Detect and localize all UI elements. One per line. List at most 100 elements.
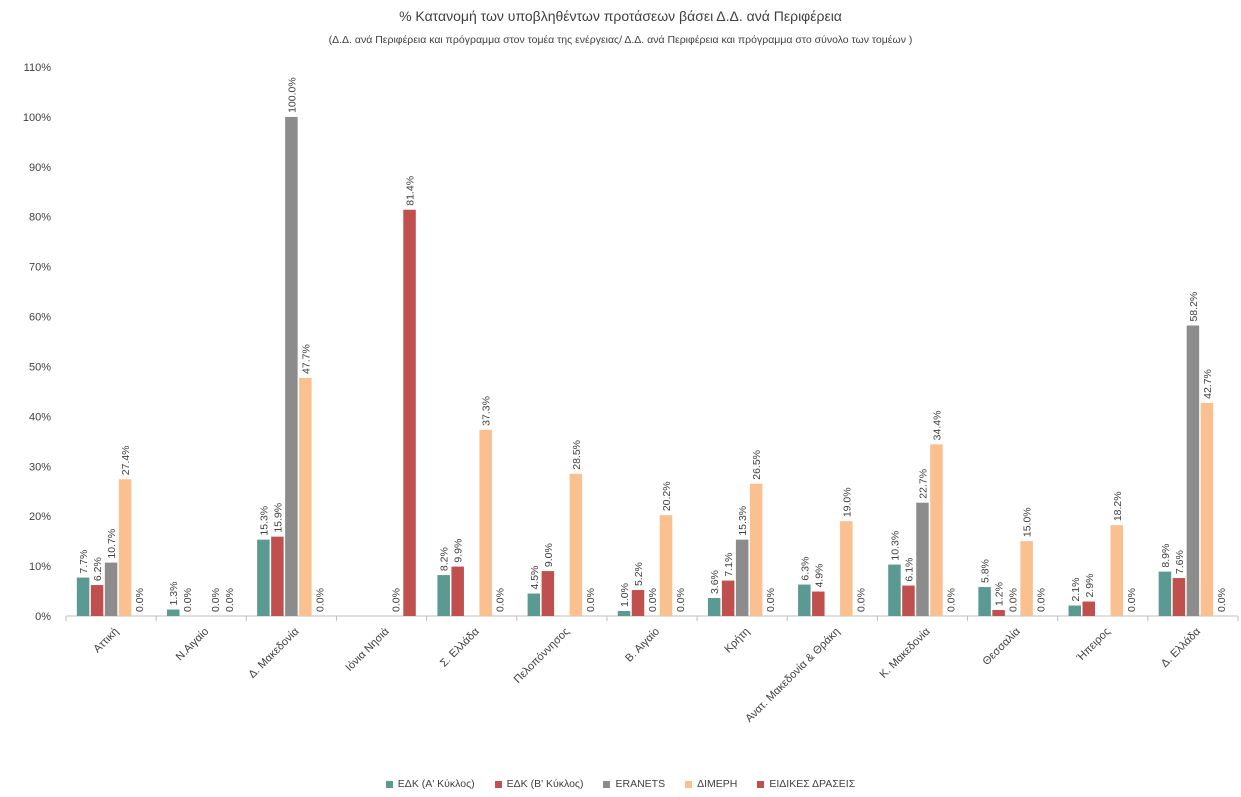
- legend-item: ΕΔΚ (Β' Κύκλος): [494, 778, 584, 790]
- chart-title: % Κατανομή των υποβληθέντων προτάσεων βά…: [399, 8, 842, 24]
- data-label: 8.2%: [439, 547, 451, 571]
- data-label: 0.0%: [765, 588, 777, 612]
- data-label: 0.0%: [945, 588, 957, 612]
- data-label: 0.0%: [675, 588, 687, 612]
- data-label: 20.2%: [661, 481, 673, 511]
- x-tick-label: Κρήτη: [722, 626, 752, 656]
- bar: [1158, 571, 1172, 616]
- x-tick-label: Αττική: [91, 626, 121, 656]
- y-tick-label: 90%: [29, 162, 51, 174]
- bar: [285, 116, 298, 616]
- data-label: 7.6%: [1174, 550, 1186, 574]
- legend-swatch: [603, 780, 611, 788]
- data-label: 4.5%: [529, 566, 541, 590]
- data-label: 10.7%: [106, 529, 118, 559]
- y-tick-label: 50%: [29, 361, 51, 373]
- data-label: 7.7%: [78, 550, 90, 574]
- data-label: 1.2%: [994, 582, 1006, 606]
- data-label: 26.5%: [751, 450, 763, 480]
- data-label: 1.3%: [168, 582, 180, 606]
- bar: [707, 598, 721, 616]
- bar: [659, 515, 673, 616]
- legend-item: ERANETS: [603, 778, 665, 790]
- data-label: 2.1%: [1070, 578, 1082, 602]
- x-tick-label: Πελοπόννησος: [512, 626, 572, 686]
- legend-label: ERANETS: [615, 778, 666, 790]
- data-label: 100.0%: [286, 77, 298, 113]
- data-label: 15.0%: [1022, 507, 1034, 537]
- data-label: 22.7%: [917, 469, 929, 499]
- bar: [541, 571, 555, 616]
- data-label: 0.0%: [495, 588, 507, 612]
- x-tick-label: Σ. Ελλάδα: [438, 625, 482, 669]
- bar: [271, 536, 284, 616]
- data-label: 0.0%: [1126, 588, 1138, 612]
- data-label: 58.2%: [1188, 292, 1200, 322]
- chart-subtitle: (Δ.Δ. ανά Περιφέρεια και πρόγραμμα στον …: [328, 34, 913, 46]
- y-tick-label: 70%: [29, 262, 51, 274]
- data-label: 27.4%: [120, 445, 132, 475]
- bar: [1110, 525, 1124, 616]
- x-tick-label: Ιόνια Νησιά: [343, 625, 392, 674]
- bar: [104, 562, 118, 616]
- bar: [749, 483, 763, 616]
- data-label: 19.0%: [841, 487, 853, 517]
- data-label: 0.0%: [182, 588, 194, 612]
- y-tick-label: 80%: [29, 212, 51, 224]
- bar: [798, 584, 811, 616]
- bar: [1082, 601, 1096, 616]
- bar: [631, 590, 645, 616]
- legend-swatch: [494, 780, 502, 788]
- y-tick-label: 60%: [29, 312, 51, 324]
- data-label: 6.2%: [92, 557, 104, 581]
- data-label: 3.6%: [709, 570, 721, 594]
- data-label: 0.0%: [210, 588, 222, 612]
- bar: [166, 609, 180, 616]
- data-label: 6.1%: [903, 558, 915, 582]
- data-label: 0.0%: [314, 588, 326, 612]
- bar: [1200, 402, 1214, 616]
- data-label: 9.9%: [453, 539, 465, 563]
- bar: [299, 377, 312, 616]
- bar: [527, 593, 541, 616]
- x-tick-label: Θεσσαλία: [981, 625, 1024, 668]
- bar: [118, 479, 132, 616]
- bar: [1068, 605, 1082, 616]
- legend-label: ΕΔΚ (Β' Κύκλος): [506, 778, 584, 790]
- legend-swatch: [385, 780, 393, 788]
- legend-label: ΕΔΚ (Α' Κύκλος): [397, 778, 475, 790]
- data-label: 0.0%: [1008, 588, 1020, 612]
- data-label: 9.0%: [543, 543, 555, 567]
- data-label: 15.3%: [258, 506, 270, 536]
- bar: [721, 580, 735, 616]
- bar: [978, 587, 991, 616]
- data-label: 0.0%: [1216, 588, 1228, 612]
- data-label: 2.9%: [1084, 574, 1096, 598]
- bar: [812, 591, 825, 616]
- data-label: 34.4%: [931, 411, 943, 441]
- bar: [76, 577, 90, 616]
- bar: [403, 209, 416, 617]
- legend-swatch: [757, 780, 765, 788]
- data-label: 42.7%: [1202, 369, 1214, 399]
- data-label: 28.5%: [571, 440, 583, 470]
- bar: [1172, 578, 1186, 616]
- bar: [451, 566, 464, 616]
- x-tick-label: Δ. Ελλάδα: [1159, 625, 1204, 670]
- data-label: 18.2%: [1112, 491, 1124, 521]
- bar: [735, 539, 749, 616]
- data-label: 15.9%: [272, 503, 284, 533]
- y-tick-label: 10%: [29, 561, 51, 573]
- data-label: 0.0%: [585, 588, 597, 612]
- bar: [1020, 541, 1033, 616]
- bar: [479, 429, 492, 616]
- bar: [569, 473, 583, 616]
- data-label: 37.3%: [481, 396, 493, 426]
- data-label: 10.3%: [889, 531, 901, 561]
- data-label: 0.0%: [391, 588, 403, 612]
- legend-label: ΔΙΜΕΡΗ: [697, 778, 738, 790]
- data-label: 4.9%: [813, 564, 825, 588]
- data-label: 81.4%: [405, 176, 417, 206]
- x-tick-label: Ανατ. Μακεδονία & Θράκη: [743, 626, 842, 725]
